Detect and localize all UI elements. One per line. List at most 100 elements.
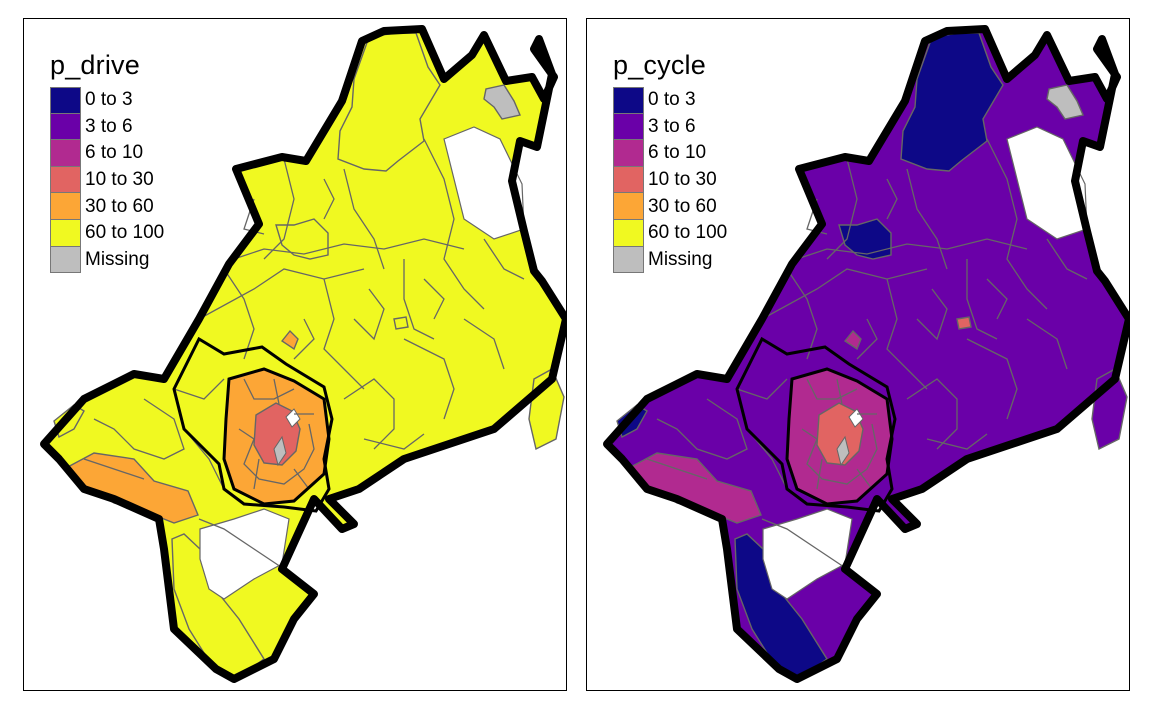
legend-swatch — [50, 166, 81, 194]
internal-boundary — [986, 278, 1008, 320]
internal-boundary — [786, 268, 818, 360]
internal-boundary — [906, 378, 958, 450]
internal-boundary — [736, 378, 788, 400]
region-east-blob — [275, 218, 329, 260]
internal-boundary — [656, 398, 748, 460]
internal-boundary — [343, 168, 385, 270]
district-boundary — [172, 336, 334, 513]
region-east-spot — [393, 316, 409, 330]
internal-boundary — [403, 259, 435, 340]
choropleth-map-p-cycle — [603, 25, 1129, 683]
legend-title: p_drive — [50, 50, 140, 80]
internal-boundary — [886, 178, 898, 220]
internal-boundary — [423, 138, 485, 310]
legend-item: 6 to 10 — [613, 140, 727, 167]
legend-swatch — [613, 246, 644, 274]
legend-label: 0 to 3 — [85, 89, 133, 111]
district-boundary — [735, 336, 897, 513]
internal-boundary — [886, 278, 928, 390]
region-missing-ne — [483, 84, 521, 120]
internal-boundary — [403, 338, 455, 420]
legend-p-drive: p_drive 0 to 3 3 to 6 6 to 10 10 to 30 30 to… — [50, 49, 165, 274]
internal-boundary — [1026, 318, 1068, 370]
map-panel-p-cycle: p_cycle 0 to 3 3 to 6 6 to 10 10 to 30 30 to… — [586, 18, 1130, 691]
legend-item: 60 to 100 — [50, 219, 165, 247]
legend-label: 30 to 60 — [648, 195, 717, 217]
legend-label: 10 to 30 — [648, 169, 717, 191]
internal-boundary — [238, 423, 315, 485]
legend-label: 6 to 10 — [648, 142, 707, 164]
legend-label: 30 to 60 — [85, 195, 154, 217]
legend-item: 6 to 10 — [50, 140, 164, 167]
legend-swatch — [50, 193, 81, 220]
region-north-spot — [280, 329, 299, 351]
city-boundary — [222, 367, 331, 506]
legend-label: Missing — [85, 248, 150, 270]
internal-boundary — [243, 378, 295, 400]
region-missing-center — [836, 435, 850, 467]
legend-item: 0 to 3 — [613, 87, 727, 114]
region-east-spot — [956, 316, 972, 330]
legend-label: 60 to 100 — [648, 222, 728, 244]
internal-boundary — [856, 318, 878, 360]
legend-item: 3 to 6 — [613, 113, 727, 141]
internal-boundary — [323, 178, 335, 220]
legend-swatch — [613, 166, 644, 194]
outer-boundary — [40, 25, 566, 683]
legend-swatch — [50, 87, 81, 114]
legend-label: 3 to 6 — [85, 115, 133, 137]
internal-boundary — [223, 268, 255, 360]
internal-boundary — [198, 518, 285, 570]
internal-boundary — [93, 398, 185, 460]
internal-boundary — [483, 238, 525, 280]
legend-label: 10 to 30 — [85, 169, 154, 191]
internal-boundary — [801, 423, 878, 485]
region-missing-center — [273, 435, 287, 467]
internal-boundary — [916, 288, 948, 341]
internal-boundary — [253, 378, 314, 490]
legend-label: Missing — [648, 248, 713, 270]
internal-boundary — [263, 158, 295, 260]
legend-swatch — [613, 140, 644, 167]
internal-boundary — [343, 378, 395, 450]
internal-boundary — [423, 278, 445, 320]
legend-swatch — [613, 219, 644, 247]
internal-boundary — [323, 278, 365, 390]
legend-swatch — [50, 219, 81, 247]
outer-boundary — [603, 25, 1129, 683]
legend-item: 30 to 60 — [613, 193, 727, 220]
internal-boundary — [806, 378, 858, 400]
internal-boundary — [173, 378, 225, 400]
legend-label: 60 to 100 — [85, 222, 165, 244]
legend-title: p_cycle — [613, 50, 706, 80]
internal-boundary — [353, 288, 385, 341]
region-south-lobe — [171, 533, 265, 682]
legend-swatch — [613, 193, 644, 220]
legend-p-cycle: p_cycle 0 to 3 3 to 6 6 to 10 10 to 30 30 to… — [613, 49, 728, 274]
internal-boundary — [83, 458, 145, 480]
legend-item: 10 to 30 — [50, 166, 164, 194]
internal-boundary — [363, 433, 425, 450]
legend-swatch — [50, 113, 81, 141]
legend-item: 10 to 30 — [613, 166, 727, 194]
legend-item: 0 to 3 — [50, 87, 164, 114]
legend-label: 3 to 6 — [648, 115, 696, 137]
internal-boundary — [646, 458, 708, 480]
internal-boundary — [926, 433, 988, 450]
internal-boundary — [761, 518, 848, 570]
legend-swatch — [613, 87, 644, 114]
internal-boundary — [463, 318, 505, 370]
region-missing-ne — [1046, 84, 1084, 120]
internal-boundary — [293, 318, 315, 360]
legend-item: 3 to 6 — [50, 113, 164, 141]
region-gap-south — [199, 508, 290, 600]
map-panel-p-drive: p_drive 0 to 3 3 to 6 6 to 10 10 to 30 30 to… — [23, 18, 567, 691]
region-east-blob — [838, 218, 892, 260]
internal-boundary — [986, 138, 1048, 310]
legend-item: 60 to 100 — [613, 219, 728, 247]
legend-label: 6 to 10 — [85, 142, 144, 164]
internal-boundary — [761, 268, 928, 320]
region-north-spot — [843, 329, 862, 351]
legend-item: 30 to 60 — [50, 193, 164, 220]
internal-boundary — [796, 238, 1028, 260]
